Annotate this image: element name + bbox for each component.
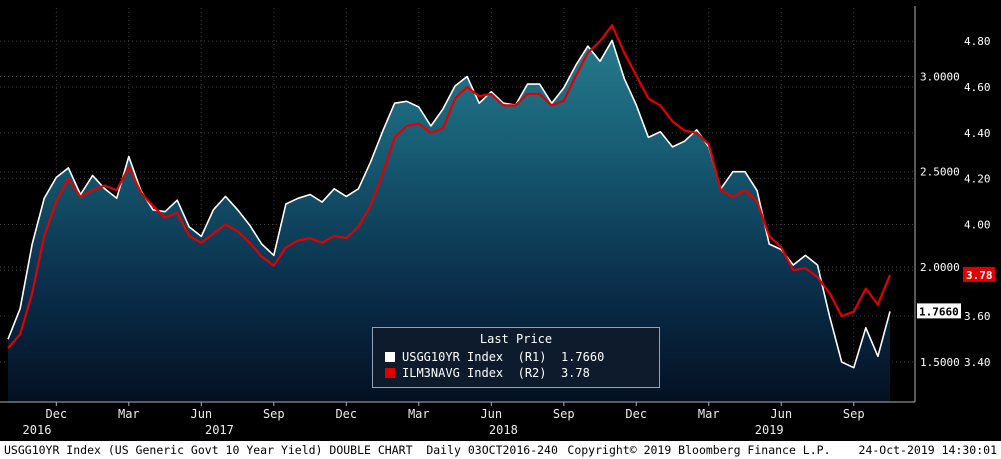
svg-text:2017: 2017 — [205, 423, 234, 437]
svg-text:2018: 2018 — [489, 423, 518, 437]
ilm3navg-line — [7, 24, 892, 349]
svg-text:Dec: Dec — [335, 407, 357, 421]
svg-text:4.80: 4.80 — [964, 35, 991, 48]
svg-text:2.5000: 2.5000 — [920, 166, 960, 179]
svg-text:4.00: 4.00 — [964, 218, 991, 231]
svg-text:Mar: Mar — [698, 407, 720, 421]
legend-label-ilm3navg: ILM3NAVG Index (R2) 3.78 — [402, 366, 590, 380]
svg-text:3.60: 3.60 — [964, 310, 991, 323]
timestamp: 24-Oct-2019 14:30:01 — [858, 443, 997, 457]
chart-area: Dec Mar Jun Sep Dec Mar Jun Sep Dec Mar Jun Sep 2016… — [0, 0, 1001, 441]
svg-text:Jun: Jun — [190, 407, 212, 421]
svg-text:Mar: Mar — [118, 407, 140, 421]
usgg10yr-last-badge — [917, 303, 961, 319]
legend-item-usgg10yr[interactable]: USGG10YR Index (R1) 1.7660 — [373, 349, 659, 365]
svg-text:Sep: Sep — [263, 407, 285, 421]
legend-label-usgg10yr: USGG10YR Index (R1) 1.7660 — [402, 350, 605, 364]
svg-text:4.40: 4.40 — [964, 127, 991, 140]
chart-description: USGG10YR Index (US Generic Govt 10 Year … — [4, 443, 558, 457]
svg-text:4.60: 4.60 — [964, 81, 991, 94]
copyright-text: Copyright© 2019 Bloomberg Finance L.P. — [567, 443, 831, 457]
ilm3navg-swatch-icon — [385, 368, 395, 378]
svg-text:1.7660: 1.7660 — [919, 305, 959, 318]
svg-text:2019: 2019 — [755, 423, 784, 437]
svg-text:1.5000: 1.5000 — [920, 356, 960, 369]
usgg10yr-swatch-icon — [385, 352, 395, 362]
svg-text:Jun: Jun — [770, 407, 792, 421]
svg-text:3.40: 3.40 — [964, 356, 991, 369]
usgg10yr-area — [8, 40, 890, 403]
ilm3navg-last-badge — [963, 266, 995, 282]
svg-text:2016: 2016 — [23, 423, 52, 437]
svg-text:3.0000: 3.0000 — [920, 71, 960, 84]
svg-text:3.78: 3.78 — [966, 269, 993, 282]
svg-text:Mar: Mar — [408, 407, 430, 421]
svg-text:Sep: Sep — [843, 407, 865, 421]
svg-text:4.20: 4.20 — [964, 173, 991, 186]
chart-legend: Last Price USGG10YR Index (R1) 1.7660 IL… — [372, 327, 660, 388]
status-bar: USGG10YR Index (US Generic Govt 10 Year … — [0, 441, 1001, 459]
y-axis-labels: 3.0000 2.5000 2.0000 1.5000 4.80 4.60 4.40 4.20… — [920, 35, 991, 369]
svg-text:2.0000: 2.0000 — [920, 261, 960, 274]
legend-item-ilm3navg[interactable]: ILM3NAVG Index (R2) 3.78 — [373, 365, 659, 381]
legend-title: Last Price — [479, 332, 553, 346]
svg-text:Dec: Dec — [625, 407, 647, 421]
svg-text:Jun: Jun — [480, 407, 502, 421]
price-chart[interactable]: Dec Mar Jun Sep Dec Mar Jun Sep Dec Mar Jun Sep 2016… — [0, 0, 1001, 441]
svg-text:Dec: Dec — [45, 407, 67, 421]
x-axis-labels: Dec Mar Jun Sep Dec Mar Jun Sep Dec Mar Jun Sep 2016… — [23, 407, 865, 437]
usgg10yr-line — [7, 39, 891, 369]
svg-text:Sep: Sep — [553, 407, 575, 421]
